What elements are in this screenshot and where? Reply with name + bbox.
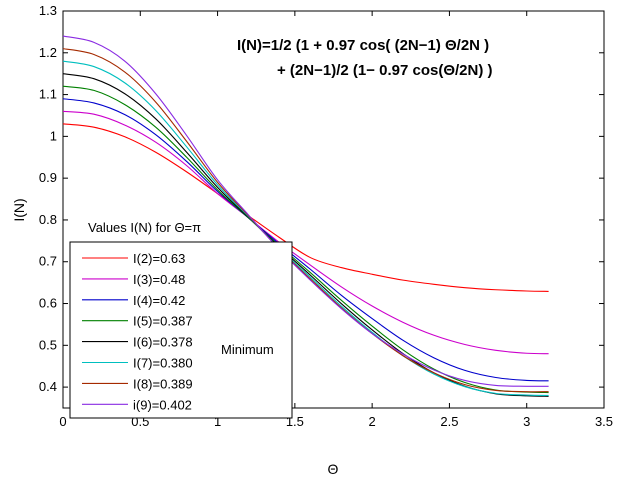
minimum-note: Minimum xyxy=(221,342,274,357)
x-tick-label: 2 xyxy=(369,414,376,429)
legend-title: Values I(N) for Θ=π xyxy=(88,220,201,235)
series-line-6 xyxy=(62,60,549,397)
series-line-1 xyxy=(62,123,549,292)
y-tick-label: 1.3 xyxy=(39,3,57,18)
legend-label: I(7)=0.380 xyxy=(133,356,193,371)
formula-line-1: I(N)=1/2 (1 + 0.97 cos( (2N−1) Θ/2N ) xyxy=(237,37,489,54)
y-tick-label: 0.5 xyxy=(39,337,57,352)
y-tick-label: 1.1 xyxy=(39,87,57,102)
series-line-3 xyxy=(62,98,549,382)
y-tick-label: 1.2 xyxy=(39,45,57,60)
legend-label: I(8)=0.389 xyxy=(133,376,193,391)
y-tick-label: 0.7 xyxy=(39,254,57,269)
x-axis-label: Θ xyxy=(328,461,339,477)
legend-label: I(6)=0.378 xyxy=(133,335,193,350)
series-line-7 xyxy=(62,48,549,393)
legend-box xyxy=(69,241,293,419)
legend-label: I(2)=0.63 xyxy=(133,251,185,266)
x-tick-label: 3.5 xyxy=(595,414,613,429)
series-line-2 xyxy=(62,110,549,355)
legend-label: I(4)=0.42 xyxy=(133,293,185,308)
y-tick-label: 0.9 xyxy=(39,170,57,185)
legend-label: i(9)=0.402 xyxy=(133,397,192,412)
y-tick-label: 0.4 xyxy=(39,379,57,394)
x-tick-label: 3 xyxy=(523,414,530,429)
series-line-4 xyxy=(62,85,549,394)
y-tick-label: 0.6 xyxy=(39,296,57,311)
x-tick-label: 2.5 xyxy=(440,414,458,429)
legend-label: I(3)=0.48 xyxy=(133,272,185,287)
x-tick-label: 1 xyxy=(214,414,221,429)
legend: I(2)=0.63 I(3)=0.48 I(4)=0.42 I(5)=0.387 I(6… xyxy=(82,251,193,412)
y-tick-label: 0.8 xyxy=(39,212,57,227)
legend-label: I(5)=0.387 xyxy=(133,314,193,329)
x-tick-label: 0 xyxy=(59,414,66,429)
y-tick-label: 1 xyxy=(50,128,57,143)
y-axis-label: I(N) xyxy=(11,198,27,221)
series-line-8 xyxy=(62,35,549,387)
series-lines xyxy=(62,35,549,397)
formula-line-2: + (2N−1)/2 (1− 0.97 cos(Θ/2N) ) xyxy=(277,62,493,79)
